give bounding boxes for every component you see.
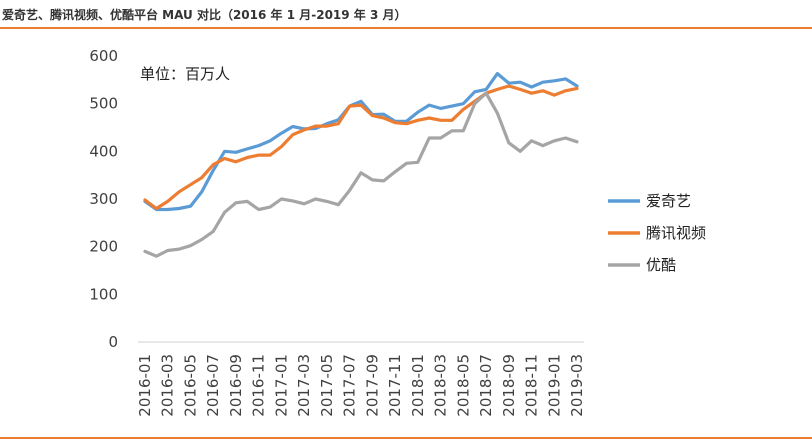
x-tick-label: 2017-01 xyxy=(272,354,290,417)
top-divider xyxy=(0,27,812,29)
chart-title: 爱奇艺、腾讯视频、优酷平台 MAU 对比（2016 年 1 月-2019 年 3… xyxy=(2,8,407,22)
y-axis: 0 100 200 300 400 500 600 xyxy=(89,47,118,351)
x-tick-label: 2018-11 xyxy=(523,354,541,417)
x-tick-label: 2016-07 xyxy=(204,354,222,417)
x-tick-label: 2016-03 xyxy=(159,354,177,417)
x-tick-label: 2017-03 xyxy=(295,354,313,417)
x-tick-label: 2016-05 xyxy=(181,354,199,417)
x-tick-label: 2018-09 xyxy=(500,354,518,417)
x-tick-label: 2016-09 xyxy=(227,354,245,417)
unit-label: 单位：百万人 xyxy=(140,65,230,83)
y-tick-label: 400 xyxy=(89,142,118,160)
series-lines xyxy=(143,71,579,258)
legend-label: 优酷 xyxy=(646,256,676,274)
series-line-0 xyxy=(143,71,579,212)
series-line-1 xyxy=(143,84,579,211)
legend-label: 爱奇艺 xyxy=(646,192,691,210)
y-tick-label: 500 xyxy=(89,95,118,113)
y-tick-label: 600 xyxy=(89,47,118,65)
x-tick-label: 2017-05 xyxy=(318,354,336,417)
x-tick-label: 2019-01 xyxy=(545,354,563,417)
y-tick-label: 100 xyxy=(89,285,118,303)
x-tick-label: 2018-01 xyxy=(409,354,427,417)
y-tick-label: 0 xyxy=(108,333,118,351)
x-tick-label: 2019-03 xyxy=(568,354,586,417)
x-tick-label: 2018-07 xyxy=(477,354,495,417)
x-tick-label: 2016-01 xyxy=(136,354,154,417)
y-tick-label: 300 xyxy=(89,190,118,208)
y-tick-label: 200 xyxy=(89,238,118,256)
series-line-2 xyxy=(143,91,579,258)
x-tick-label: 2018-03 xyxy=(432,354,450,417)
legend-label: 腾讯视频 xyxy=(646,224,706,242)
x-tick-label: 2016-11 xyxy=(250,354,268,417)
x-axis: 2016-01 2016-03 2016-05 2016-07 2016-09 2016-… xyxy=(136,354,586,417)
x-tick-label: 2018-05 xyxy=(454,354,472,417)
x-tick-label: 2017-09 xyxy=(363,354,381,417)
bottom-divider xyxy=(0,437,812,439)
x-tick-label: 2017-07 xyxy=(341,354,359,417)
x-tick-label: 2017-11 xyxy=(386,354,404,417)
